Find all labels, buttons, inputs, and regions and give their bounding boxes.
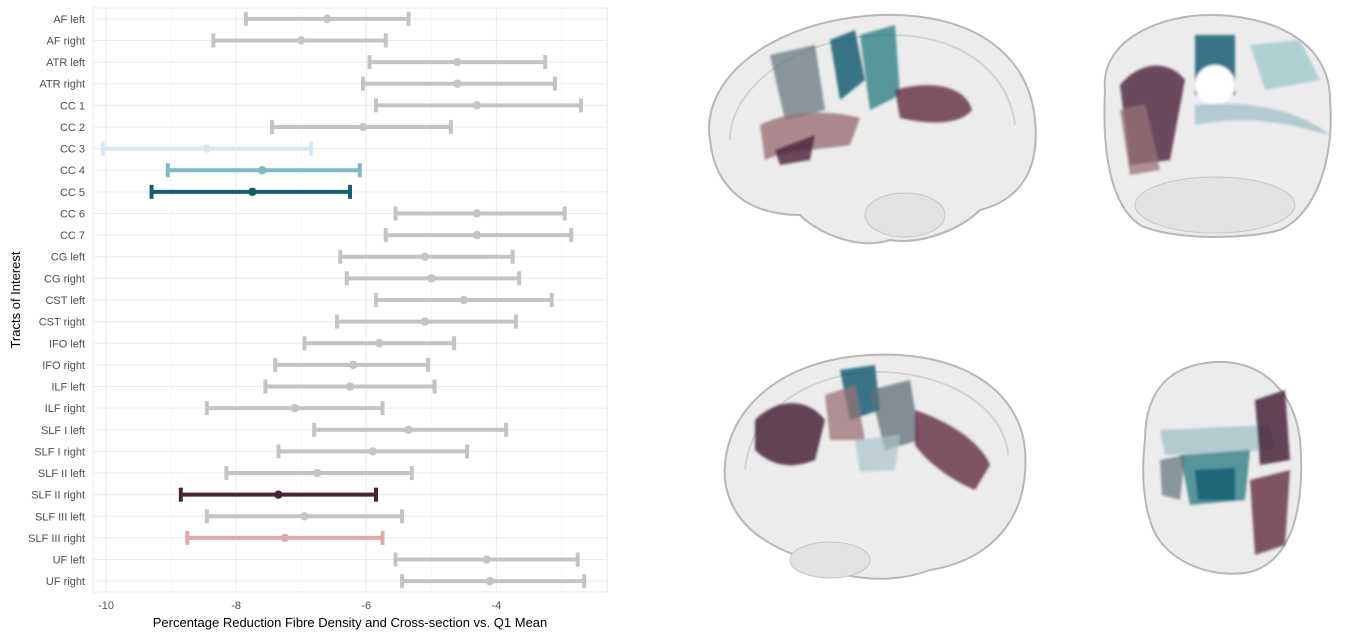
error-bar <box>393 552 580 567</box>
error-bar <box>204 401 385 416</box>
mean-point <box>280 533 290 543</box>
mean-point <box>313 468 322 478</box>
error-bar <box>185 530 385 545</box>
y-tick-label: CC 7 <box>60 230 85 242</box>
mean-point <box>368 447 377 456</box>
mean-point <box>453 79 462 88</box>
y-tick-label: CC 4 <box>60 165 85 177</box>
mean-point <box>485 576 495 586</box>
error-bar <box>273 357 431 372</box>
y-tick-label: SLF II left <box>38 468 85 480</box>
mean-point <box>345 382 355 391</box>
x-tick-labels: -10 -8 -6 -4 <box>98 600 501 612</box>
x-axis-title: Percentage Reduction Fibre Density and C… <box>153 615 548 630</box>
error-bar <box>211 33 388 48</box>
error-bar <box>374 98 583 113</box>
error-bar <box>338 249 515 264</box>
mean-point <box>375 339 384 348</box>
mean-point <box>453 57 462 67</box>
mean-point <box>202 144 212 153</box>
y-axis-title: Tracts of Interest <box>8 251 23 348</box>
error-bar <box>165 163 362 178</box>
y-tick-label: ILF right <box>45 403 85 415</box>
error-bar <box>400 574 587 589</box>
error-bar <box>149 184 352 199</box>
mean-point <box>459 295 469 305</box>
y-tick-label: CC 5 <box>60 187 85 199</box>
mean-point <box>274 490 283 499</box>
y-tick-label: ATR right <box>39 79 85 91</box>
y-tick-label: ATR left <box>46 57 85 69</box>
mean-point <box>290 403 299 413</box>
error-bar <box>344 271 522 286</box>
mean-point <box>358 122 368 132</box>
y-tick-label: CC 1 <box>60 100 85 112</box>
y-tick-label: CST right <box>39 317 85 329</box>
error-bar <box>374 293 554 307</box>
error-bars <box>100 11 587 589</box>
mean-point <box>248 187 257 197</box>
error-bar <box>100 141 313 156</box>
x-tick-label: -4 <box>492 600 502 612</box>
y-tick-label: IFO left <box>49 338 85 350</box>
error-bar <box>367 55 548 70</box>
y-tick-label: SLF III left <box>35 511 85 523</box>
y-tick-label: SLF II right <box>31 490 85 502</box>
y-tick-label: UF left <box>53 555 85 567</box>
mean-point <box>420 252 430 261</box>
error-bar <box>361 76 557 91</box>
error-bar <box>383 228 574 243</box>
error-bar <box>302 336 457 351</box>
mean-point <box>297 36 306 45</box>
y-tick-label: CC 2 <box>60 122 85 134</box>
mean-point <box>300 512 309 521</box>
y-tick-label: ILF left <box>51 382 85 394</box>
y-tick-label: SLF I left <box>41 425 85 437</box>
mean-point <box>472 230 482 240</box>
brain-lateral-left-view <box>708 13 1037 245</box>
error-bar <box>393 206 567 221</box>
x-tick-label: -8 <box>231 600 241 612</box>
brain-anterior-view <box>1103 13 1332 238</box>
mean-point <box>349 360 358 370</box>
mean-point <box>420 317 430 326</box>
y-tick-labels: AF left AF right ATR left ATR right CC 1 CC 2… <box>28 14 85 588</box>
mean-point <box>427 274 436 283</box>
y-tick-label: CST left <box>45 295 85 307</box>
y-tick-label: SLF I right <box>34 446 85 458</box>
mean-point <box>482 555 491 564</box>
error-bar <box>312 422 509 437</box>
mean-point <box>257 166 267 175</box>
y-tick-label: CG left <box>51 252 85 264</box>
brain-axial-view <box>1142 360 1303 575</box>
error-bar <box>224 466 414 481</box>
error-bar <box>276 444 470 459</box>
error-bar <box>178 487 379 502</box>
y-tick-label: IFO right <box>42 360 85 372</box>
x-tick-label: -10 <box>98 600 114 612</box>
y-tick-label: CG right <box>44 273 85 285</box>
error-bar <box>243 11 411 26</box>
x-tick-label: -6 <box>361 600 371 612</box>
error-bar <box>334 314 518 329</box>
y-tick-label: AF right <box>46 35 85 47</box>
y-tick-label: SLF III right <box>28 533 85 545</box>
y-tick-label: CC 3 <box>60 144 85 156</box>
error-bar <box>204 509 405 524</box>
error-bar <box>269 119 453 134</box>
brain-lateral-right-view <box>723 353 1027 580</box>
error-bar <box>263 379 437 394</box>
brain-tract-renderings <box>708 13 1332 580</box>
y-tick-label: CC 6 <box>60 208 85 220</box>
mean-point <box>323 14 332 24</box>
mean-point <box>472 101 482 110</box>
y-tick-label: UF right <box>46 576 85 588</box>
y-tick-label: AF left <box>53 14 85 26</box>
error-bar-chart: AF left AF right ATR left ATR right CC 1 CC 2… <box>8 7 608 630</box>
mean-point <box>472 209 482 218</box>
mean-point <box>404 425 413 434</box>
